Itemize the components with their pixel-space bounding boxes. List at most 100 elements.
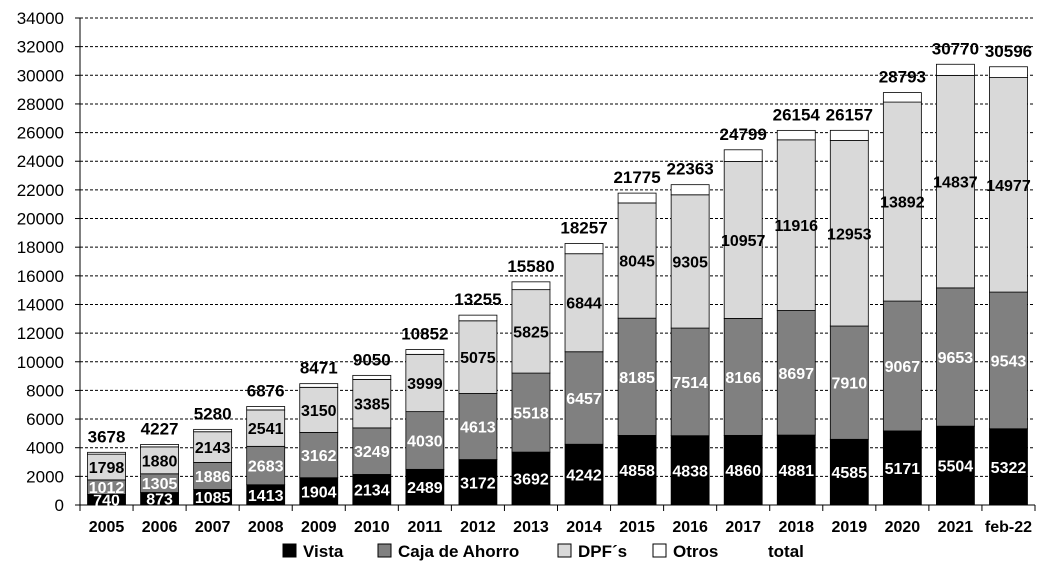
data-label: 7514 <box>672 375 708 392</box>
bar-segment-vista <box>989 428 1028 506</box>
data-label: 5322 <box>991 460 1027 477</box>
legend-swatch <box>282 543 297 558</box>
total-label: 5280 <box>194 404 232 423</box>
legend-swatch <box>377 543 392 558</box>
bar-segment-otros <box>246 406 286 411</box>
total-label: 8471 <box>300 359 338 378</box>
data-label: 2143 <box>195 440 231 457</box>
bar-segment-vista <box>670 435 710 506</box>
data-label: 1413 <box>248 488 284 505</box>
bar-segment-vista <box>352 474 392 506</box>
data-label: 8697 <box>778 366 814 383</box>
total-label: 28793 <box>879 68 926 87</box>
data-label: 4881 <box>778 463 814 480</box>
bar-segment-otros <box>564 243 604 255</box>
total-label: 18257 <box>560 218 607 237</box>
bar-segment-dpf-s <box>776 139 816 311</box>
x-tick-label: 2014 <box>566 519 602 536</box>
x-tick-label: 2008 <box>248 519 284 536</box>
bar-segment-vista <box>882 430 922 506</box>
x-tick-label: feb-22 <box>985 519 1032 536</box>
total-label: 22363 <box>666 160 713 179</box>
bar-segment-vista <box>405 468 445 506</box>
data-label: 4242 <box>566 468 602 485</box>
bar-segment-caja-de-ahorro <box>776 310 816 436</box>
total-label: 30596 <box>985 42 1032 61</box>
total-label: 30770 <box>932 39 979 58</box>
data-label: 9305 <box>672 254 708 271</box>
bar-segment-dpf-s <box>829 140 869 327</box>
x-tick-label: 2021 <box>938 519 974 536</box>
bar-segment-caja-de-ahorro <box>352 427 392 475</box>
legend-label-total: total <box>768 542 804 561</box>
bar-segment-otros <box>140 444 179 448</box>
data-label: 4613 <box>460 420 496 437</box>
data-label: 4030 <box>407 433 443 450</box>
bar-segment-otros <box>829 129 869 141</box>
data-label: 6457 <box>566 391 602 408</box>
y-tick-label: 22000 <box>17 181 64 200</box>
bar-segment-dpf-s <box>723 161 763 319</box>
x-tick-label: 2010 <box>354 519 390 536</box>
bar-segment-caja-de-ahorro <box>564 351 604 445</box>
bar-segment-otros <box>405 349 445 355</box>
bar-segment-otros <box>458 314 498 322</box>
bar-segment-vista <box>299 477 339 506</box>
y-tick-label: 0 <box>55 496 64 515</box>
data-label: 11916 <box>774 218 818 235</box>
data-label: 2489 <box>407 480 443 497</box>
data-label: 13892 <box>880 195 925 212</box>
total-label: 13255 <box>454 290 501 309</box>
bar-segment-dpf-s <box>989 77 1028 293</box>
bar-segment-dpf-s <box>87 453 126 481</box>
y-tick-label: 14000 <box>17 295 64 314</box>
bar-segment-otros <box>87 451 126 455</box>
y-tick-label: 34000 <box>17 9 64 28</box>
y-tick-label: 16000 <box>17 267 64 286</box>
bar-segment-dpf-s <box>405 353 445 413</box>
data-label: 4860 <box>725 463 761 480</box>
x-tick-label: 2017 <box>725 519 761 536</box>
data-label: 1305 <box>142 476 178 493</box>
data-label: 6844 <box>566 296 602 313</box>
x-tick-label: 2019 <box>832 519 868 536</box>
y-tick-label: 20000 <box>17 210 64 229</box>
data-label: 1012 <box>89 480 125 497</box>
bar-segment-dpf-s <box>564 253 604 353</box>
bar-segment-otros <box>936 63 975 76</box>
bar-segment-caja-de-ahorro <box>723 318 763 436</box>
bar-segment-vista <box>617 435 657 506</box>
total-label: 6876 <box>247 382 285 401</box>
data-label: 1886 <box>195 469 231 486</box>
total-label: 24799 <box>720 125 767 144</box>
bar-segment-otros <box>723 149 763 162</box>
legend-label: DPF´s <box>578 542 627 561</box>
data-label: 873 <box>146 492 173 509</box>
y-tick-label: 24000 <box>17 152 64 171</box>
bar-segment-otros <box>882 92 922 103</box>
data-label: 4838 <box>672 463 708 480</box>
data-label: 8185 <box>619 370 655 387</box>
bar-segment-dpf-s <box>299 386 339 433</box>
data-label: 10957 <box>721 233 766 250</box>
data-label: 8045 <box>619 254 655 271</box>
y-tick-label: 32000 <box>17 38 64 57</box>
y-tick-label: 8000 <box>26 381 64 400</box>
bar-segment-caja-de-ahorro <box>617 317 657 436</box>
data-label: 5075 <box>460 350 496 367</box>
data-label: 9653 <box>938 350 974 367</box>
data-label: 1904 <box>301 484 337 501</box>
x-tick-label: 2005 <box>89 519 125 536</box>
data-label: 8166 <box>725 370 761 387</box>
legend-label: Otros <box>673 542 718 561</box>
total-label: 26154 <box>773 105 821 124</box>
bar-segment-otros <box>989 66 1028 78</box>
data-label: 5171 <box>885 461 921 478</box>
bar-segment-dpf-s <box>246 409 286 447</box>
y-tick-label: 4000 <box>26 439 64 458</box>
bar-segment-caja-de-ahorro <box>246 445 286 486</box>
data-label: 5518 <box>513 406 549 423</box>
bar-segment-otros <box>299 383 339 388</box>
data-label: 3692 <box>513 472 549 489</box>
